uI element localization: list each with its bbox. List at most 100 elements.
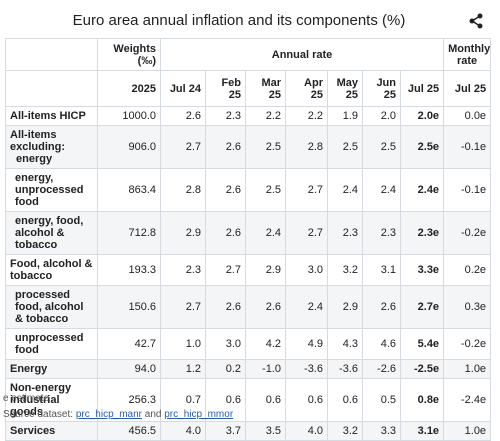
table-cell: -0.2e [443, 211, 492, 255]
table-cell: 2.2 [285, 106, 328, 126]
table-cell: 2.4e [399, 168, 445, 212]
share-icon[interactable] [469, 13, 483, 29]
table-row: energy, food, alcohol & tobacco 712.8 2.9 2… [5, 211, 492, 255]
row-label-text: Non-energy industrial goods [10, 382, 72, 418]
row-label-text: Energy [10, 363, 48, 375]
row-label: Energy [5, 359, 98, 379]
table-cell: 4.6 [362, 328, 401, 360]
row-label: Non-energy industrial goods [5, 378, 98, 422]
table-cell: 3.7 [205, 421, 246, 441]
table-cell: 4.0 [285, 421, 328, 441]
table-cell: 2.7 [285, 211, 328, 255]
table-cell: 2.8 [160, 168, 206, 212]
table-cell: 2.3 [160, 254, 206, 286]
table-cell: 2.4 [285, 285, 328, 329]
column-header: Mar 25 [245, 70, 286, 107]
table-cell: 94.0 [97, 359, 161, 379]
table-cell: -0.1e [443, 125, 492, 169]
table-cell: 2.3 [205, 106, 246, 126]
table-cell: 0.6 [205, 378, 246, 422]
table-cell: 3.0 [205, 328, 246, 360]
table-row: All-items excluding: energy 906.0 2.7 2.6 2.5… [5, 125, 492, 169]
table-cell: -2.6 [362, 359, 401, 379]
row-label: unprocessed food [5, 328, 98, 360]
row-label-text: Food, alcohol & tobacco [10, 258, 93, 282]
row-label-text: Services [10, 425, 56, 437]
table-cell: 0.6 [245, 378, 286, 422]
column-header: Jul 24 [160, 70, 206, 107]
column-header: Jun 25 [362, 70, 401, 107]
table-cell: -1.0 [245, 359, 286, 379]
source-prefix: Source dataset: [3, 409, 74, 420]
table-cell: 2.6 [205, 168, 246, 212]
row-sublabel: energy [16, 153, 53, 165]
table-cell: 2.6 [362, 285, 401, 329]
table-cell: -2.5e [399, 359, 445, 379]
table-cell: 2.9 [245, 254, 286, 286]
row-label: Food, alcohol & tobacco [5, 254, 98, 286]
table-cell: 2.5 [362, 125, 401, 169]
table-cell: 456.5 [97, 421, 161, 441]
table-cell: 2.0e [399, 106, 445, 126]
table-cell: 2.4 [327, 168, 363, 212]
table-cell: 2.7 [285, 168, 328, 212]
row-label: energy, unprocessed food [5, 168, 98, 212]
table-row: All-items HICP 1000.0 2.6 2.3 2.2 2.2 1.9 2.0 2.… [5, 106, 492, 126]
table-cell: 4.9 [285, 328, 328, 360]
table-cell: 1.0e [443, 421, 492, 441]
group-header: Monthly rate [443, 38, 492, 71]
source-link[interactable]: prc_hicp_manr [75, 409, 142, 420]
table-cell: 0.6 [327, 378, 363, 422]
column-header: May 25 [327, 70, 363, 107]
table-row: Energy 94.0 1.2 0.2 -1.0 -3.6 -3.6 -2.6 -2.5e 1.0… [5, 359, 492, 379]
table-cell: 1.9 [327, 106, 363, 126]
column-header: Apr 25 [285, 70, 328, 107]
table-cell: -3.6 [327, 359, 363, 379]
table-cell: 0.2e [443, 254, 492, 286]
row-label: processed food, alcohol & tobacco [5, 285, 98, 329]
footnote: e estimate [3, 393, 50, 404]
table-cell: 863.4 [97, 168, 161, 212]
table-cell: 2.0 [362, 106, 401, 126]
table-row: unprocessed food 42.7 1.0 3.0 4.2 4.9 4.3 4.6 5.… [5, 328, 492, 360]
table-cell: 1.2 [160, 359, 206, 379]
table-cell: 2.2 [245, 106, 286, 126]
table-cell: 0.0e [443, 106, 492, 126]
table-cell: 2.5 [327, 125, 363, 169]
table-cell: 3.1e [399, 421, 445, 441]
page: {"header": {"title": "Euro area annual i… [3, 12, 492, 441]
table-row: Non-energy industrial goods 256.3 0.7 0.6 0.… [5, 378, 492, 422]
table-cell: 2.8 [285, 125, 328, 169]
table-cell: 2.4 [362, 168, 401, 212]
table-cell: 2.5e [399, 125, 445, 169]
table-cell: 2.6 [205, 285, 246, 329]
row-label: energy, food, alcohol & tobacco [5, 211, 98, 255]
table-row: processed food, alcohol & tobacco 150.6 2.… [5, 285, 492, 329]
source-link[interactable]: prc_hicp_mmor [164, 409, 234, 420]
table-cell: 3.0 [285, 254, 328, 286]
row-label-text: unprocessed food [15, 332, 84, 356]
table-cell: 2.7e [399, 285, 445, 329]
table-cell: 2.4 [245, 211, 286, 255]
row-label: Services [5, 421, 98, 441]
table-cell: 0.8e [399, 378, 445, 422]
table-cell: 712.8 [97, 211, 161, 255]
table-cell: 1.0e [443, 359, 492, 379]
conjunction: and [144, 409, 162, 420]
table-cell: 2.7 [160, 285, 206, 329]
corner-cell [5, 38, 98, 71]
table-cell: 0.7 [160, 378, 206, 422]
table-cell: -0.2e [443, 328, 492, 360]
table-cell: 0.5 [362, 378, 401, 422]
table-cell: 1000.0 [97, 106, 161, 126]
row-label: All-items HICP [5, 106, 98, 126]
table-cell: 2.3 [362, 211, 401, 255]
table-cell: 4.0 [160, 421, 206, 441]
row-label-text: All-items HICP [10, 110, 86, 122]
table-cell: 2.6 [205, 211, 246, 255]
column-header: Jul 25 [443, 70, 492, 107]
table-cell: 3.3 [362, 421, 401, 441]
group-header: Weights (‰) [97, 38, 161, 71]
table-cell: 0.6 [285, 378, 328, 422]
table-cell: 5.4e [399, 328, 445, 360]
